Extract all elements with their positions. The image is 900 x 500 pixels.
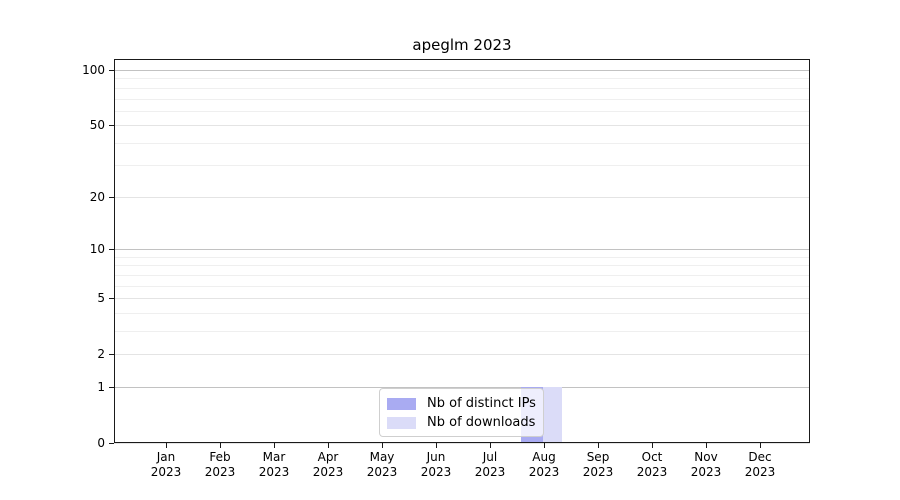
legend-swatch-downloads bbox=[387, 416, 416, 429]
y-tick-20 bbox=[109, 196, 114, 198]
x-tick-apr-2023 bbox=[328, 443, 329, 448]
gridline-minor-30 bbox=[114, 165, 810, 167]
y-tick-label-100: 100 bbox=[82, 63, 105, 78]
gridline-minor-6 bbox=[114, 285, 810, 287]
x-tick-label-line: Feb bbox=[209, 450, 231, 464]
gridline-minor-90 bbox=[114, 78, 810, 80]
gridline-minor-7 bbox=[114, 274, 810, 276]
x-tick-label-line: 2023 bbox=[204, 465, 236, 479]
x-tick-label-feb-2023: Feb 2023 bbox=[188, 450, 252, 480]
legend: Nb of distinct IPs Nb of downloads bbox=[379, 388, 544, 437]
x-tick-label-line: 2023 bbox=[636, 465, 668, 479]
x-tick-label-line: Oct bbox=[641, 450, 663, 464]
y-tick-label-0: 0 bbox=[97, 436, 105, 450]
y-tick-100 bbox=[109, 70, 114, 72]
gridline-major-5 bbox=[114, 298, 810, 300]
plot-area: Nb of distinct IPs Nb of downloads bbox=[114, 59, 810, 444]
gridline-minor-40 bbox=[114, 142, 810, 144]
x-tick-label-dec-2023: Dec 2023 bbox=[728, 450, 792, 480]
x-tick-label-line: Dec bbox=[748, 450, 772, 464]
x-tick-label-line: 2023 bbox=[366, 465, 398, 479]
gridline-minor-80 bbox=[114, 87, 810, 89]
x-tick-mar-2023 bbox=[274, 443, 275, 448]
x-tick-label-line: Nov bbox=[694, 450, 718, 464]
gridline-major-100 bbox=[114, 70, 810, 72]
gridline-major-50 bbox=[114, 125, 810, 127]
y-tick-10 bbox=[109, 249, 114, 251]
x-tick-label-line: Mar bbox=[262, 450, 286, 464]
x-tick-label-jan-2023: Jan 2023 bbox=[134, 450, 198, 480]
gridline-major-10 bbox=[114, 249, 810, 251]
x-tick-label-line: Sep bbox=[586, 450, 610, 464]
x-tick-label-line: Jan bbox=[156, 450, 176, 464]
bar-nb-of-downloads-aug-2023 bbox=[543, 386, 562, 443]
gridline-minor-3 bbox=[114, 330, 810, 332]
x-tick-nov-2023 bbox=[706, 443, 707, 448]
x-tick-may-2023 bbox=[382, 443, 383, 448]
x-tick-label-line: Apr bbox=[317, 450, 339, 464]
x-tick-label-oct-2023: Oct 2023 bbox=[620, 450, 684, 480]
y-tick-label-10: 10 bbox=[89, 242, 105, 257]
gridline-major-1 bbox=[114, 386, 810, 388]
y-tick-50 bbox=[109, 125, 114, 127]
chart-title: apeglm 2023 bbox=[412, 36, 512, 54]
x-tick-jul-2023 bbox=[490, 443, 491, 448]
x-tick-label-line: 2023 bbox=[312, 465, 344, 479]
y-tick-label-1: 1 bbox=[97, 379, 105, 394]
x-tick-label-sep-2023: Sep 2023 bbox=[566, 450, 630, 480]
x-tick-label-line: 2023 bbox=[744, 465, 776, 479]
x-tick-label-aug-2023: Aug 2023 bbox=[512, 450, 576, 480]
y-tick-label-5: 5 bbox=[97, 291, 105, 306]
x-tick-label-apr-2023: Apr 2023 bbox=[296, 450, 360, 480]
x-tick-aug-2023 bbox=[544, 443, 545, 448]
legend-item-downloads: Nb of downloads bbox=[387, 413, 535, 432]
legend-item-distinct-ips: Nb of distinct IPs bbox=[387, 394, 536, 413]
legend-label-distinct-ips: Nb of distinct IPs bbox=[427, 396, 536, 411]
gridline-minor-8 bbox=[114, 265, 810, 267]
x-tick-label-line: 2023 bbox=[582, 465, 614, 479]
gridline-minor-60 bbox=[114, 110, 810, 112]
y-tick-0 bbox=[109, 443, 114, 444]
x-tick-dec-2023 bbox=[760, 443, 761, 448]
gridline-major-20 bbox=[114, 196, 810, 198]
x-tick-label-line: 2023 bbox=[528, 465, 560, 479]
x-tick-label-line: 2023 bbox=[258, 465, 290, 479]
x-tick-label-may-2023: May 2023 bbox=[350, 450, 414, 480]
x-tick-label-line: Jun bbox=[426, 450, 446, 464]
x-tick-label-line: May bbox=[369, 450, 395, 464]
gridline-minor-70 bbox=[114, 98, 810, 100]
y-tick-1 bbox=[109, 386, 114, 388]
legend-swatch-distinct-ips bbox=[387, 397, 416, 410]
x-tick-label-nov-2023: Nov 2023 bbox=[674, 450, 738, 480]
x-tick-label-line: Jul bbox=[482, 450, 498, 464]
x-tick-jun-2023 bbox=[436, 443, 437, 448]
x-tick-label-jun-2023: Jun 2023 bbox=[404, 450, 468, 480]
x-tick-label-line: 2023 bbox=[690, 465, 722, 479]
legend-label-downloads: Nb of downloads bbox=[427, 415, 536, 430]
gridline-minor-9 bbox=[114, 256, 810, 258]
y-tick-2 bbox=[109, 354, 114, 356]
y-tick-label-20: 20 bbox=[89, 189, 105, 204]
x-tick-jan-2023 bbox=[166, 443, 167, 448]
x-tick-sep-2023 bbox=[598, 443, 599, 448]
x-tick-label-line: 2023 bbox=[420, 465, 452, 479]
plot-frame bbox=[114, 59, 810, 443]
y-tick-label-50: 50 bbox=[89, 118, 105, 133]
x-tick-label-mar-2023: Mar 2023 bbox=[242, 450, 306, 480]
x-tick-label-line: 2023 bbox=[474, 465, 506, 479]
y-tick-label-2: 2 bbox=[97, 347, 105, 362]
x-tick-label-line: Aug bbox=[532, 450, 556, 464]
x-tick-label-jul-2023: Jul 2023 bbox=[458, 450, 522, 480]
y-tick-5 bbox=[109, 298, 114, 300]
x-tick-feb-2023 bbox=[220, 443, 221, 448]
gridline-minor-4 bbox=[114, 312, 810, 314]
x-tick-oct-2023 bbox=[652, 443, 653, 448]
gridline-major-2 bbox=[114, 354, 810, 356]
x-tick-label-line: 2023 bbox=[150, 465, 182, 479]
gridline-major-0 bbox=[114, 443, 810, 444]
